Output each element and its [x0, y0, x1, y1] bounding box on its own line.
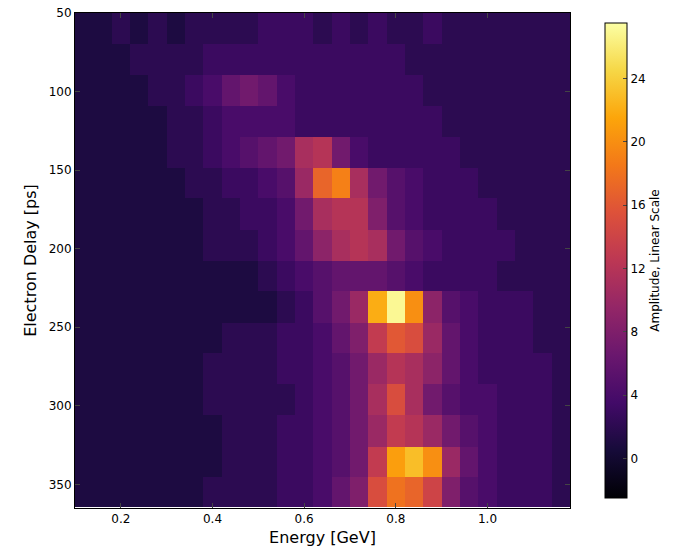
svg-text:350: 350: [49, 478, 72, 492]
svg-text:8: 8: [630, 325, 638, 339]
svg-text:Energy [GeV]: Energy [GeV]: [269, 528, 376, 547]
svg-text:150: 150: [49, 163, 72, 177]
svg-text:Electron Delay [ps]: Electron Delay [ps]: [21, 184, 40, 337]
svg-text:50: 50: [56, 6, 71, 20]
svg-text:0.6: 0.6: [295, 512, 314, 526]
svg-text:24: 24: [630, 72, 645, 86]
svg-text:200: 200: [49, 242, 72, 256]
svg-text:20: 20: [630, 135, 645, 149]
svg-text:16: 16: [630, 198, 645, 212]
svg-text:300: 300: [49, 399, 72, 413]
svg-text:4: 4: [630, 388, 638, 402]
svg-text:100: 100: [49, 85, 72, 99]
svg-text:Amplitude, Linear Scale: Amplitude, Linear Scale: [648, 189, 662, 332]
svg-text:250: 250: [49, 320, 72, 334]
svg-text:12: 12: [630, 262, 645, 276]
svg-text:0: 0: [630, 452, 638, 466]
svg-text:0.2: 0.2: [111, 512, 130, 526]
svg-text:0.8: 0.8: [386, 512, 405, 526]
svg-text:0.4: 0.4: [203, 512, 222, 526]
svg-text:1.0: 1.0: [478, 512, 497, 526]
